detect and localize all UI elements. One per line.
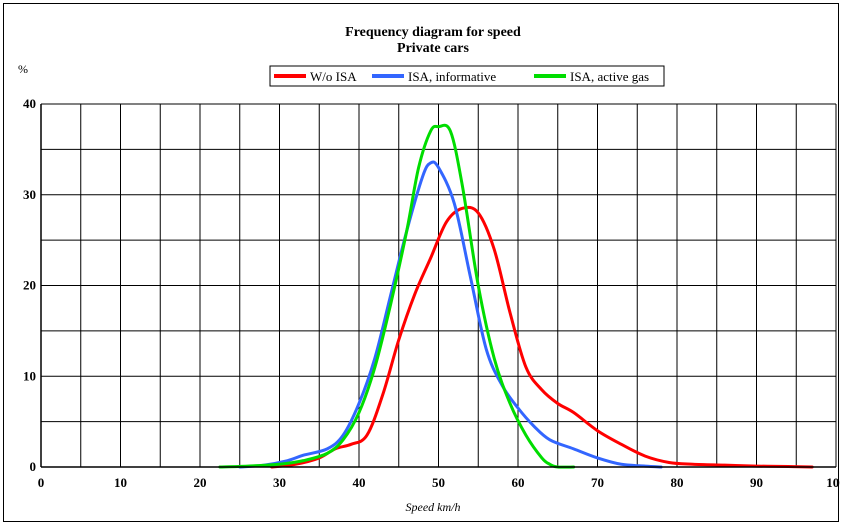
legend-label: ISA, active gas: [570, 69, 649, 84]
x-axis-label: Speed km/h: [406, 500, 461, 514]
tick-labels: 0 10 20 30 40 50 60 70 80 90 100 0 10 20 30 40: [23, 96, 840, 490]
y-axis-label: %: [18, 62, 28, 76]
chart-subtitle: Private cars: [397, 41, 469, 56]
x-tick-label: 50: [432, 475, 445, 490]
x-tick-label: 20: [194, 475, 207, 490]
x-tick-label: 30: [273, 475, 286, 490]
x-tick-label: 90: [750, 475, 763, 490]
x-tick-label: 80: [671, 475, 684, 490]
legend: W/o ISA ISA, informative ISA, active gas: [270, 66, 664, 86]
series-line-isa-active-gas: [220, 125, 574, 467]
chart: 0 10 20 30 40 50 60 70 80 90 100 0 10 20 30 40 Frequenc…: [4, 4, 840, 523]
x-tick-label: 70: [591, 475, 604, 490]
y-tick-label: 10: [23, 368, 36, 383]
y-tick-label: 0: [30, 459, 37, 474]
x-tick-label: 100: [826, 475, 840, 490]
x-tick-label: 0: [38, 475, 45, 490]
chart-title: Frequency diagram for speed: [345, 25, 521, 40]
y-tick-label: 30: [23, 187, 36, 202]
series-lines: [220, 125, 812, 467]
legend-label: W/o ISA: [310, 69, 357, 84]
x-tick-label: 60: [512, 475, 525, 490]
chart-frame: 0 10 20 30 40 50 60 70 80 90 100 0 10 20 30 40 Frequenc…: [3, 3, 839, 522]
grid: [41, 104, 836, 467]
y-tick-label: 40: [23, 96, 36, 111]
y-tick-label: 20: [23, 278, 36, 293]
x-tick-label: 10: [114, 475, 127, 490]
legend-label: ISA, informative: [408, 69, 496, 84]
x-tick-label: 40: [353, 475, 366, 490]
